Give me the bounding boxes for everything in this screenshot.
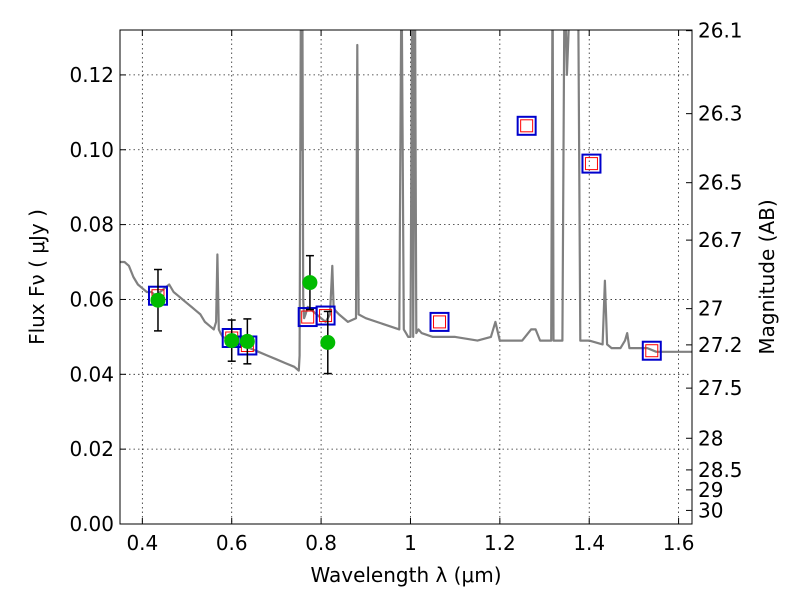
x-tick-label: 1.6 (663, 531, 695, 555)
model-photometry-inner (584, 157, 598, 171)
observed-point (320, 334, 336, 350)
mag-tick-label: 30 (698, 498, 723, 522)
y-axis-title: Flux Fν ( μJy ) (25, 209, 49, 345)
observed-point (239, 333, 255, 349)
x-tick-label: 1 (404, 531, 417, 555)
plot-frame (119, 29, 693, 525)
model-photometry-inner (319, 309, 333, 323)
model-photometry-box (516, 115, 537, 136)
y-tick-label: 0.12 (69, 63, 114, 87)
mag-tick-label: 26.3 (698, 102, 743, 126)
data-layer (120, 30, 692, 375)
model-photometry-box (641, 340, 662, 361)
y-tick-label: 0.10 (69, 138, 114, 162)
model-photometry-box (315, 305, 336, 326)
mag-tick-label: 28 (698, 426, 723, 450)
y-tick-label: 0.08 (69, 213, 114, 237)
model-photometry-box (429, 311, 450, 332)
mag-tick-label: 26.7 (698, 228, 743, 252)
x-tick-label: 1.2 (484, 531, 516, 555)
x-tick-label: 1.4 (573, 531, 605, 555)
y-tick-label: 0.02 (69, 437, 114, 461)
model-photometry-box (581, 153, 602, 174)
mag-tick-label: 27.2 (698, 333, 743, 357)
model-photometry-inner (301, 310, 315, 324)
y-tick-label: 0.04 (69, 362, 114, 386)
observed-point (150, 292, 166, 308)
y2-axis-title: Magnitude (AB) (755, 199, 779, 354)
y-tick-label: 0.06 (69, 287, 114, 311)
sed-model-line (120, 30, 692, 372)
x-tick-label: 0.4 (126, 531, 158, 555)
mag-tick-label: 27.5 (698, 376, 743, 400)
mag-tick-label: 26.5 (698, 171, 743, 195)
tick-layer: 0.4 0.6 0.8 1 1.2 1.4 1.6 0.00 0.02 0.04 0.06 0.08 0… (69, 19, 742, 555)
mag-tick-label: 28.5 (698, 458, 743, 482)
observed-point (224, 333, 240, 349)
x-tick-label: 0.8 (305, 531, 337, 555)
plot-background (120, 30, 692, 524)
x-axis-title: Wavelength λ (μm) (310, 563, 501, 587)
x-tick-label: 0.6 (216, 531, 248, 555)
mag-tick-label: 29 (698, 478, 723, 502)
model-photometry-inner (645, 344, 659, 358)
mag-tick-label: 27 (698, 297, 723, 321)
observed-point (302, 275, 318, 291)
model-photometry-inner (520, 119, 534, 133)
model-photometry-inner (433, 315, 447, 329)
y-tick-label: 0.00 (69, 512, 114, 536)
mag-tick-label: 26.1 (698, 19, 743, 43)
